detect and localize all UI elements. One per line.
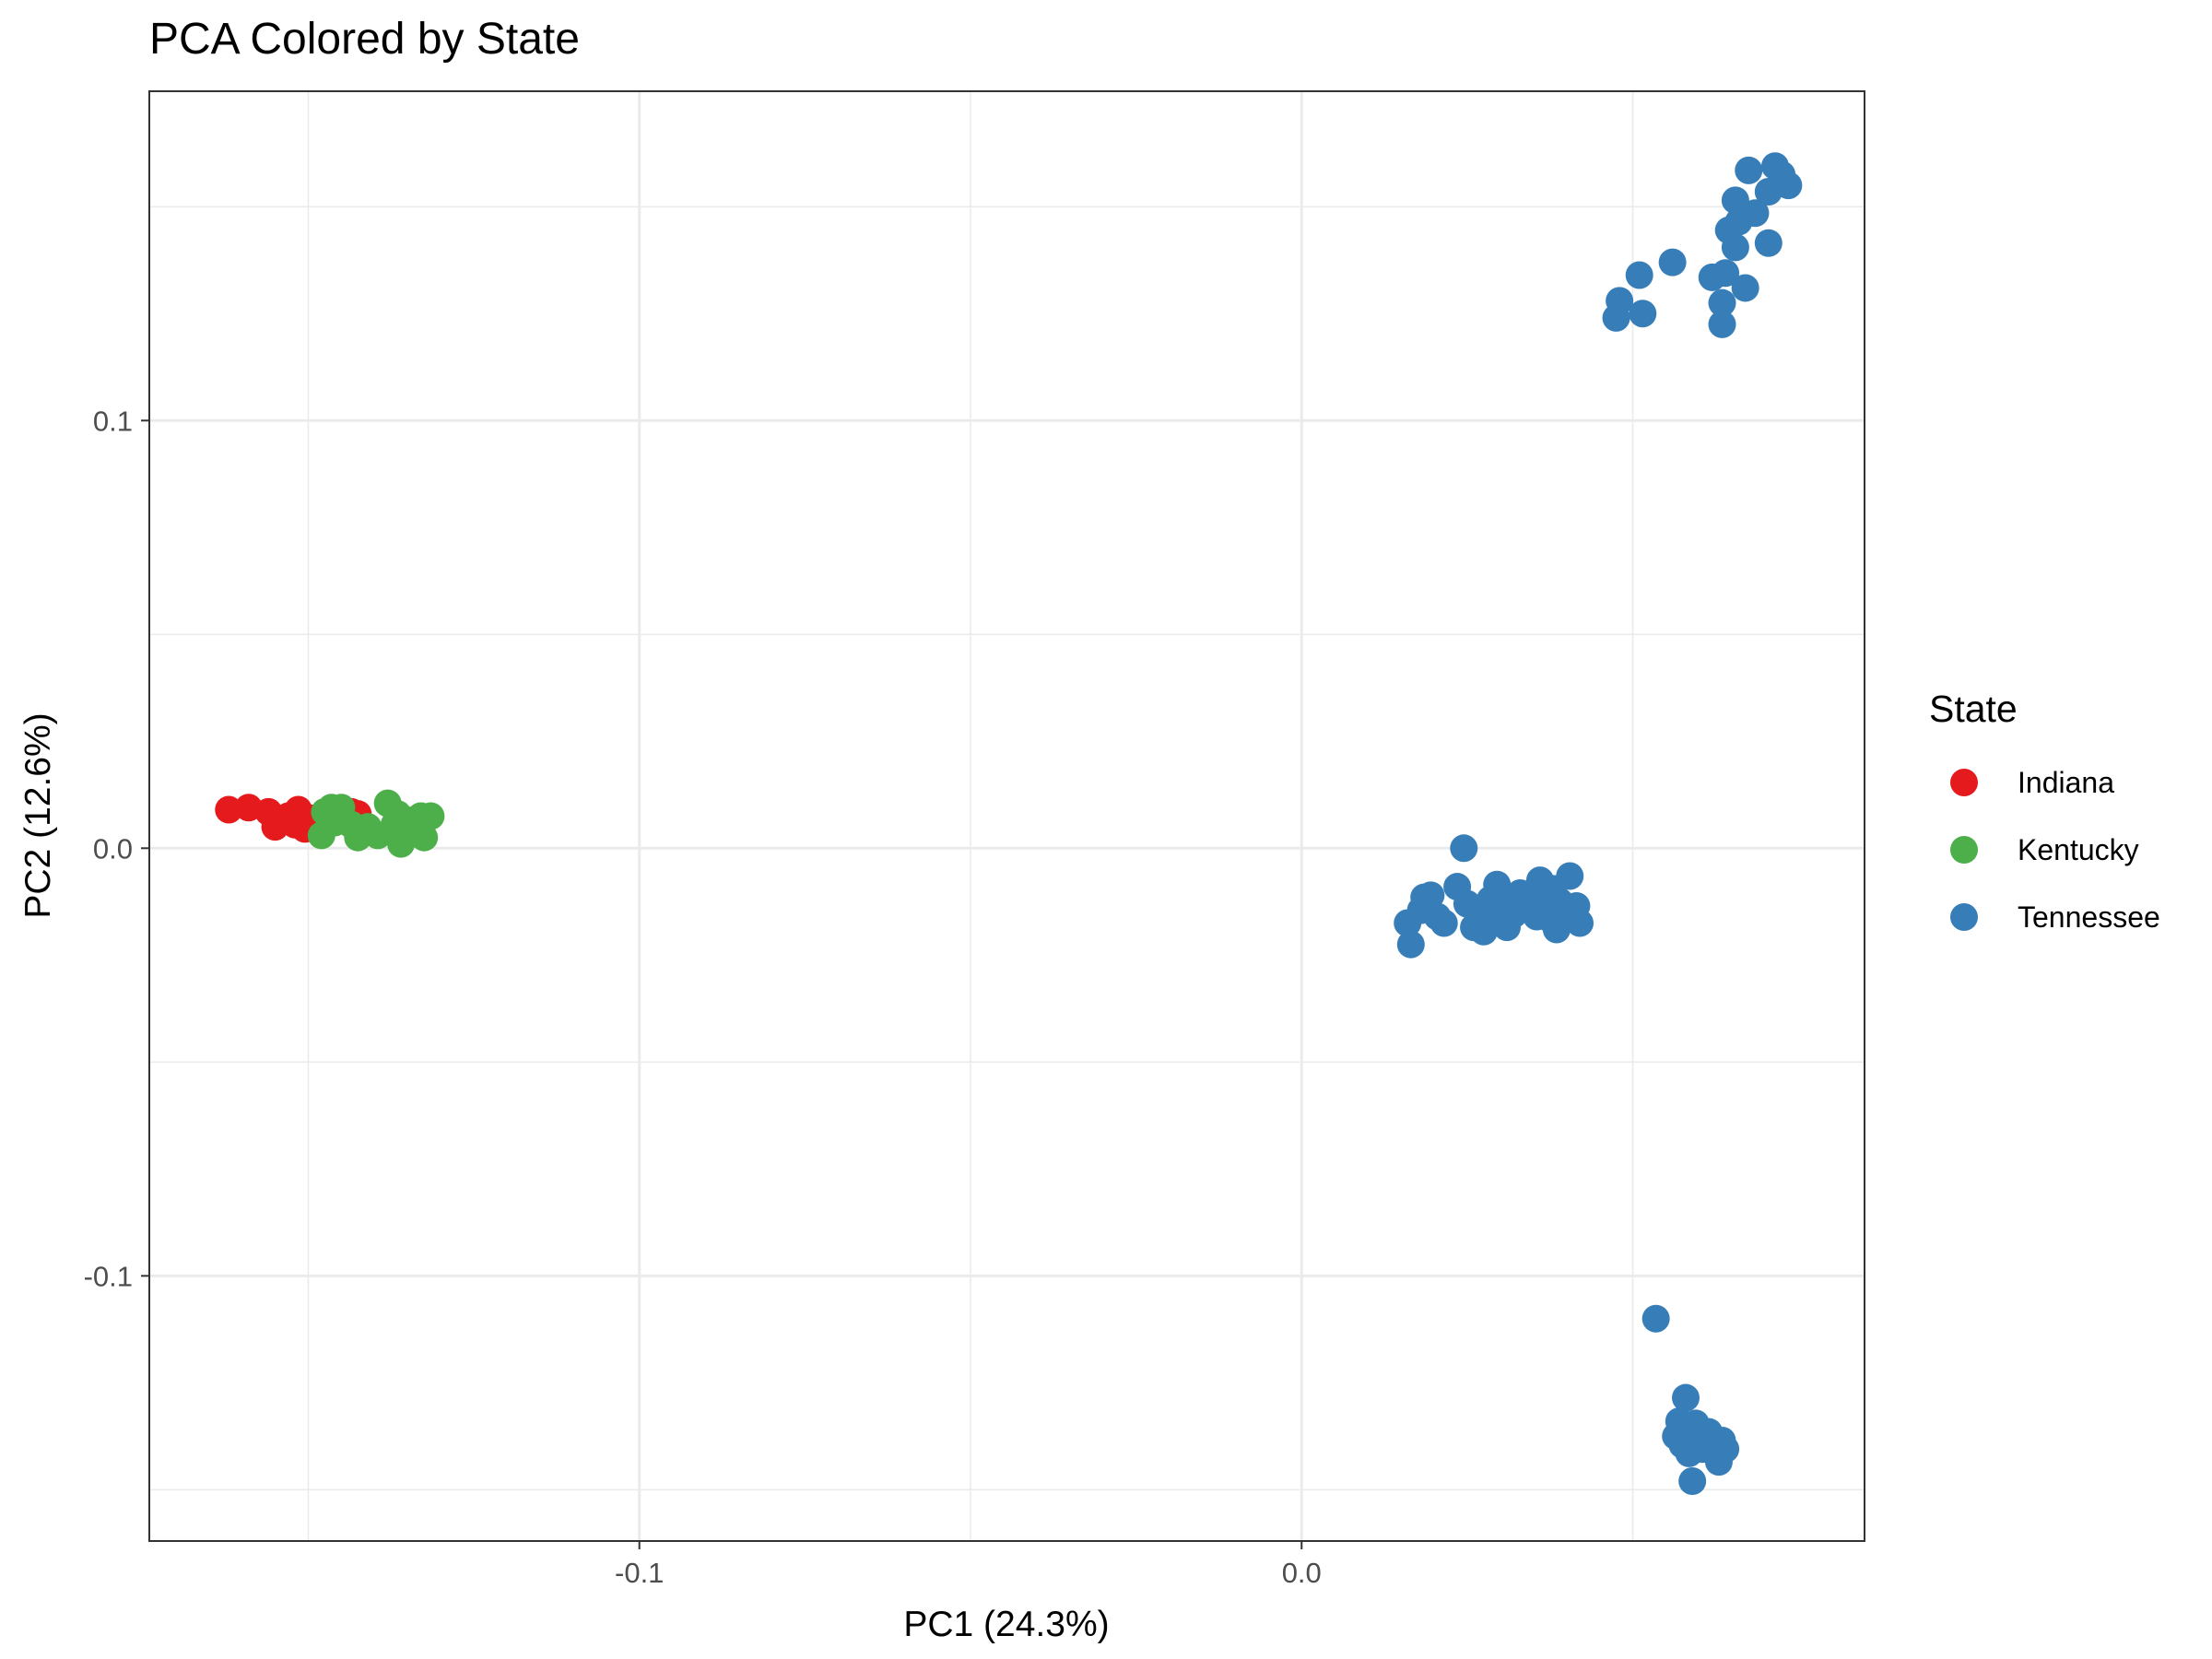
point-tennessee bbox=[1671, 1383, 1700, 1412]
point-tennessee bbox=[1708, 288, 1736, 317]
point-tennessee bbox=[1629, 300, 1657, 328]
point-tennessee bbox=[1735, 156, 1763, 184]
point-tennessee bbox=[1641, 1304, 1670, 1333]
legend-key-tennessee bbox=[1950, 903, 1978, 931]
point-tennessee bbox=[1712, 259, 1740, 288]
point-kentucky bbox=[417, 802, 445, 830]
grid bbox=[149, 91, 1865, 1541]
point-tennessee bbox=[1731, 274, 1759, 302]
x-axis-title: PC1 (24.3%) bbox=[903, 1605, 1109, 1644]
legend-item-indiana: Indiana bbox=[1950, 766, 2114, 799]
y-tick-label: 0.1 bbox=[93, 405, 133, 437]
point-kentucky bbox=[387, 830, 416, 858]
point-tennessee bbox=[1483, 870, 1512, 899]
chart-title: PCA Colored by State bbox=[149, 15, 580, 64]
point-tennessee bbox=[1708, 310, 1736, 338]
point-tennessee bbox=[1754, 229, 1783, 257]
legend-label-tennessee: Tennessee bbox=[2018, 900, 2160, 934]
axis-ticks: -0.1 0.0 -0.1 0.0 0.1 bbox=[84, 405, 1322, 1589]
point-tennessee bbox=[1721, 233, 1749, 262]
legend-item-tennessee: Tennessee bbox=[1950, 900, 2160, 934]
legend-key-indiana bbox=[1950, 769, 1978, 796]
legend-label-indiana: Indiana bbox=[2018, 766, 2114, 799]
point-tennessee bbox=[1606, 287, 1634, 315]
point-kentucky bbox=[410, 823, 439, 852]
point-tennessee bbox=[1450, 834, 1478, 863]
x-tick-label: -0.1 bbox=[615, 1557, 664, 1589]
point-tennessee bbox=[1721, 186, 1749, 215]
point-tennessee bbox=[1774, 171, 1803, 200]
point-tennessee bbox=[1712, 1435, 1740, 1464]
point-tennessee bbox=[1658, 248, 1687, 276]
plot-panel-border bbox=[148, 90, 1865, 1542]
y-tick-label: -0.1 bbox=[84, 1260, 133, 1292]
y-tick-label: 0.0 bbox=[93, 832, 133, 865]
point-tennessee bbox=[1556, 862, 1584, 890]
x-tick-label: 0.0 bbox=[1282, 1557, 1322, 1589]
point-tennessee bbox=[1678, 1467, 1707, 1496]
y-axis-title: PC2 (12.6%) bbox=[18, 712, 58, 918]
data-points bbox=[215, 152, 1803, 1496]
point-tennessee bbox=[1741, 199, 1770, 228]
legend-title: State bbox=[1929, 688, 2018, 730]
point-tennessee bbox=[1625, 261, 1653, 289]
legend: State Indiana Kentucky Tennessee bbox=[1929, 688, 2160, 934]
legend-item-kentucky: Kentucky bbox=[1950, 833, 2139, 866]
point-tennessee bbox=[1566, 909, 1594, 937]
point-tennessee bbox=[1417, 881, 1445, 910]
legend-label-kentucky: Kentucky bbox=[2018, 833, 2139, 866]
point-tennessee bbox=[1396, 930, 1425, 959]
legend-key-kentucky bbox=[1950, 836, 1978, 864]
point-tennessee bbox=[1430, 909, 1458, 937]
